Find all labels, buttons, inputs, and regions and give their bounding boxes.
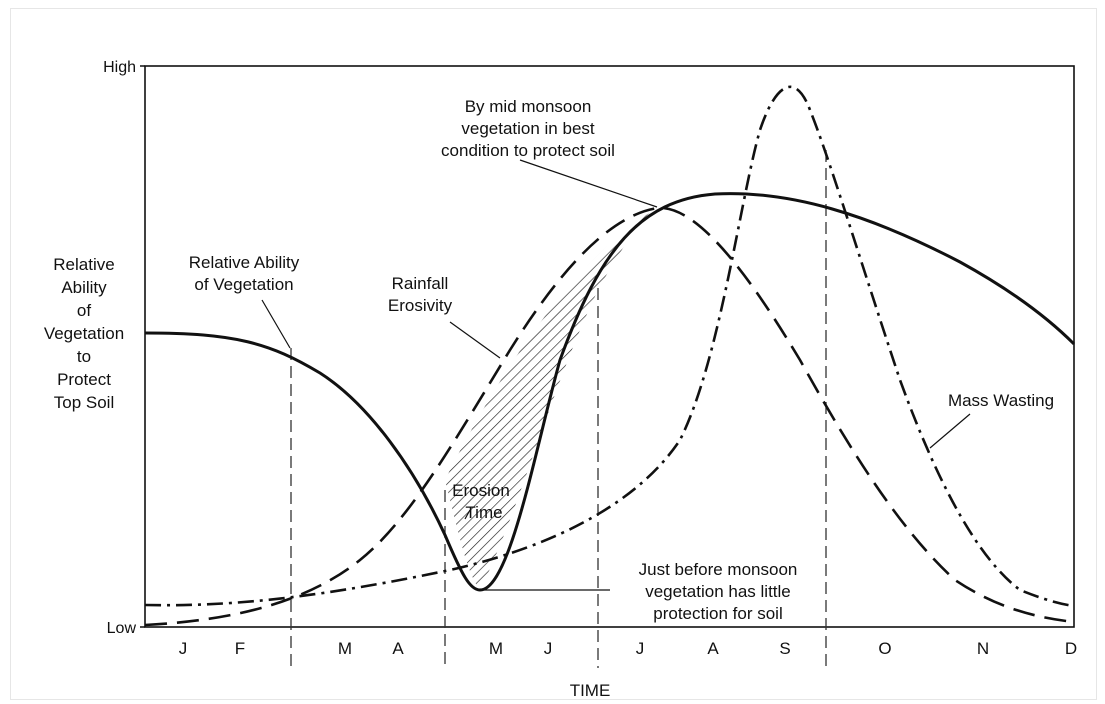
month-label-may: M [489,639,503,658]
pointer-erosion [464,509,471,520]
month-label-mar: M [338,639,352,658]
y-title-line-5: to [77,347,91,366]
label-premonsoon-line-1: Just before monsoon [639,560,798,579]
label-rainfall-line-2: Erosivity [388,296,453,315]
plot-area [144,65,1075,628]
pointer-mass-wasting [929,413,971,449]
label-midmonsoon-line-2: vegetation in best [461,119,595,138]
label-erosion-line-1: Erosion [452,481,510,500]
pointer-midmonsoon [519,159,658,208]
label-vegetation: Relative Ability of Vegetation [189,253,300,294]
pointer-rainfall [449,321,501,359]
label-rainfall-line-1: Rainfall [392,274,449,293]
label-rainfall: Rainfall Erosivity [388,274,453,315]
month-labels: J F M A M J J A S O N D [179,639,1077,658]
x-axis-title: TIME [570,681,611,700]
label-premonsoon-line-2: vegetation has little [645,582,791,601]
label-erosion-line-2: Time [465,503,502,522]
y-high-label: High [103,59,136,76]
month-label-jun: J [544,639,553,658]
y-title-line-6: Protect [57,370,111,389]
month-label-sep: S [779,639,790,658]
y-axis-title: Relative Ability of Vegetation to Protec… [44,255,124,412]
label-premonsoon-line-3: protection for soil [653,604,782,623]
label-midmonsoon-line-1: By mid monsoon [465,97,592,116]
month-label-dec: D [1065,639,1077,658]
y-title-line-7: Top Soil [54,393,114,412]
label-vegetation-line-2: of Vegetation [194,275,293,294]
label-midmonsoon: By mid monsoon vegetation in best condit… [441,97,615,160]
y-title-line-2: Ability [61,278,107,297]
y-low-label: Low [107,620,137,637]
label-vegetation-line-1: Relative Ability [189,253,300,272]
month-label-jul: J [636,639,645,658]
month-label-apr: A [392,639,404,658]
rainfall-erosivity-curve [144,206,1075,627]
y-title-line-1: Relative [53,255,114,274]
month-label-aug: A [707,639,719,658]
callout-pointers [261,159,971,591]
month-label-feb: F [235,639,245,658]
season-dividers [290,150,827,668]
month-label-jan: J [179,639,188,658]
label-mass-wasting: Mass Wasting [948,391,1054,410]
erosion-region [445,208,658,590]
y-title-line-4: Vegetation [44,324,124,343]
label-erosion-time: Erosion Time [452,481,510,522]
month-label-nov: N [977,639,989,658]
mass-wasting-curve [144,85,1075,608]
vegetation-curve [144,192,1076,592]
label-midmonsoon-line-3: condition to protect soil [441,141,615,160]
pointer-vegetation [261,299,291,349]
y-title-line-3: of [77,301,91,320]
label-premonsoon: Just before monsoon vegetation has littl… [639,560,798,623]
month-label-oct: O [878,639,891,658]
